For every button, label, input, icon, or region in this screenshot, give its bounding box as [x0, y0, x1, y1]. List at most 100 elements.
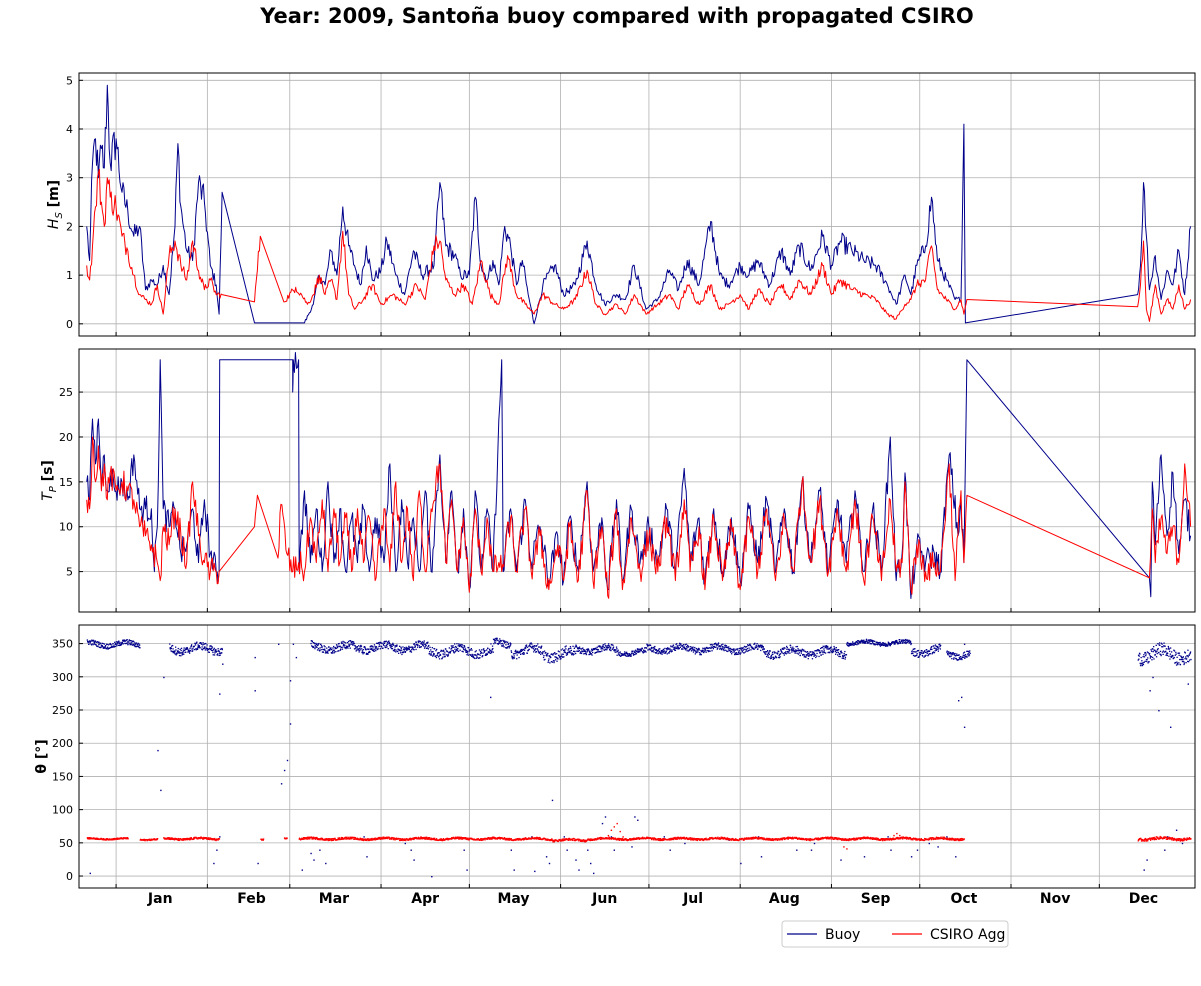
data-point [806, 839, 808, 841]
data-point [748, 644, 750, 647]
data-point [97, 645, 99, 648]
data-point [1188, 654, 1190, 656]
data-point [684, 648, 686, 650]
data-point [326, 839, 328, 841]
data-point [659, 838, 661, 840]
data-point [966, 650, 968, 652]
data-point [214, 838, 216, 840]
data-point [922, 651, 924, 653]
data-point [777, 656, 780, 659]
data-point [106, 643, 108, 646]
data-point [599, 646, 601, 648]
data-point [118, 640, 120, 642]
data-point [914, 651, 916, 653]
data-point [1139, 662, 1141, 664]
data-point [558, 838, 560, 841]
data-point [673, 837, 675, 839]
data-point [841, 838, 843, 840]
data-point [364, 838, 366, 840]
data-point [904, 642, 906, 644]
data-point [552, 654, 554, 656]
data-point [770, 839, 773, 841]
data-point [711, 650, 713, 652]
data-point [94, 640, 97, 642]
data-point [927, 655, 929, 657]
data-point [674, 646, 676, 648]
data-point [171, 645, 173, 647]
data-point [508, 839, 510, 841]
data-point [547, 652, 549, 655]
data-point [1140, 656, 1142, 659]
data-point [356, 646, 359, 648]
data-point [875, 837, 877, 839]
data-point [218, 838, 221, 840]
data-point [814, 654, 816, 656]
data-point [341, 648, 344, 650]
data-point [209, 645, 211, 647]
data-point [906, 838, 908, 840]
data-point [883, 838, 885, 840]
data-point [385, 640, 387, 642]
data-point [179, 652, 182, 654]
data-point [723, 647, 726, 649]
data-point [618, 837, 620, 840]
data-point [493, 643, 495, 645]
data-point [385, 837, 387, 839]
data-point [447, 654, 450, 656]
data-point [921, 652, 923, 654]
data-point [806, 651, 809, 653]
data-point [510, 838, 512, 841]
data-point [1170, 656, 1172, 658]
series-points-buoy [86, 637, 1192, 878]
data-point [529, 645, 532, 648]
data-point [1159, 653, 1161, 655]
data-point [933, 652, 936, 654]
data-point [537, 643, 539, 645]
data-point [401, 653, 403, 656]
data-point [167, 837, 169, 839]
data-point [434, 837, 436, 839]
data-point [781, 647, 783, 650]
data-point [937, 646, 939, 648]
data-point [320, 649, 322, 651]
data-point [608, 646, 610, 648]
data-point [362, 839, 364, 841]
data-point [885, 839, 887, 841]
data-point [822, 653, 824, 655]
data-point [579, 652, 581, 654]
data-point [657, 839, 660, 841]
data-point [88, 837, 91, 839]
data-point [305, 837, 307, 839]
data-point [379, 641, 381, 643]
data-point [349, 836, 351, 838]
data-point [707, 649, 709, 652]
data-point [685, 643, 687, 645]
data-point [772, 838, 774, 840]
data-point [859, 837, 861, 840]
data-point [666, 649, 668, 651]
data-point [887, 645, 889, 647]
data-point [866, 837, 868, 839]
data-point [1142, 662, 1144, 664]
data-point [427, 838, 429, 840]
data-point [628, 654, 630, 657]
data-point [822, 646, 824, 649]
data-point [377, 647, 379, 649]
data-point [443, 654, 445, 656]
data-point [100, 646, 102, 648]
data-point [863, 856, 866, 858]
data-point [483, 649, 485, 652]
data-point [356, 837, 359, 839]
data-point [682, 837, 684, 839]
data-point [559, 656, 561, 658]
data-point [919, 653, 922, 656]
data-point [105, 839, 107, 841]
data-point [827, 651, 829, 654]
data-point [323, 648, 325, 651]
data-point [600, 837, 603, 839]
data-point [518, 656, 520, 659]
data-point [319, 650, 321, 652]
data-point [1143, 654, 1145, 656]
data-point [784, 647, 786, 649]
data-point [455, 645, 457, 648]
